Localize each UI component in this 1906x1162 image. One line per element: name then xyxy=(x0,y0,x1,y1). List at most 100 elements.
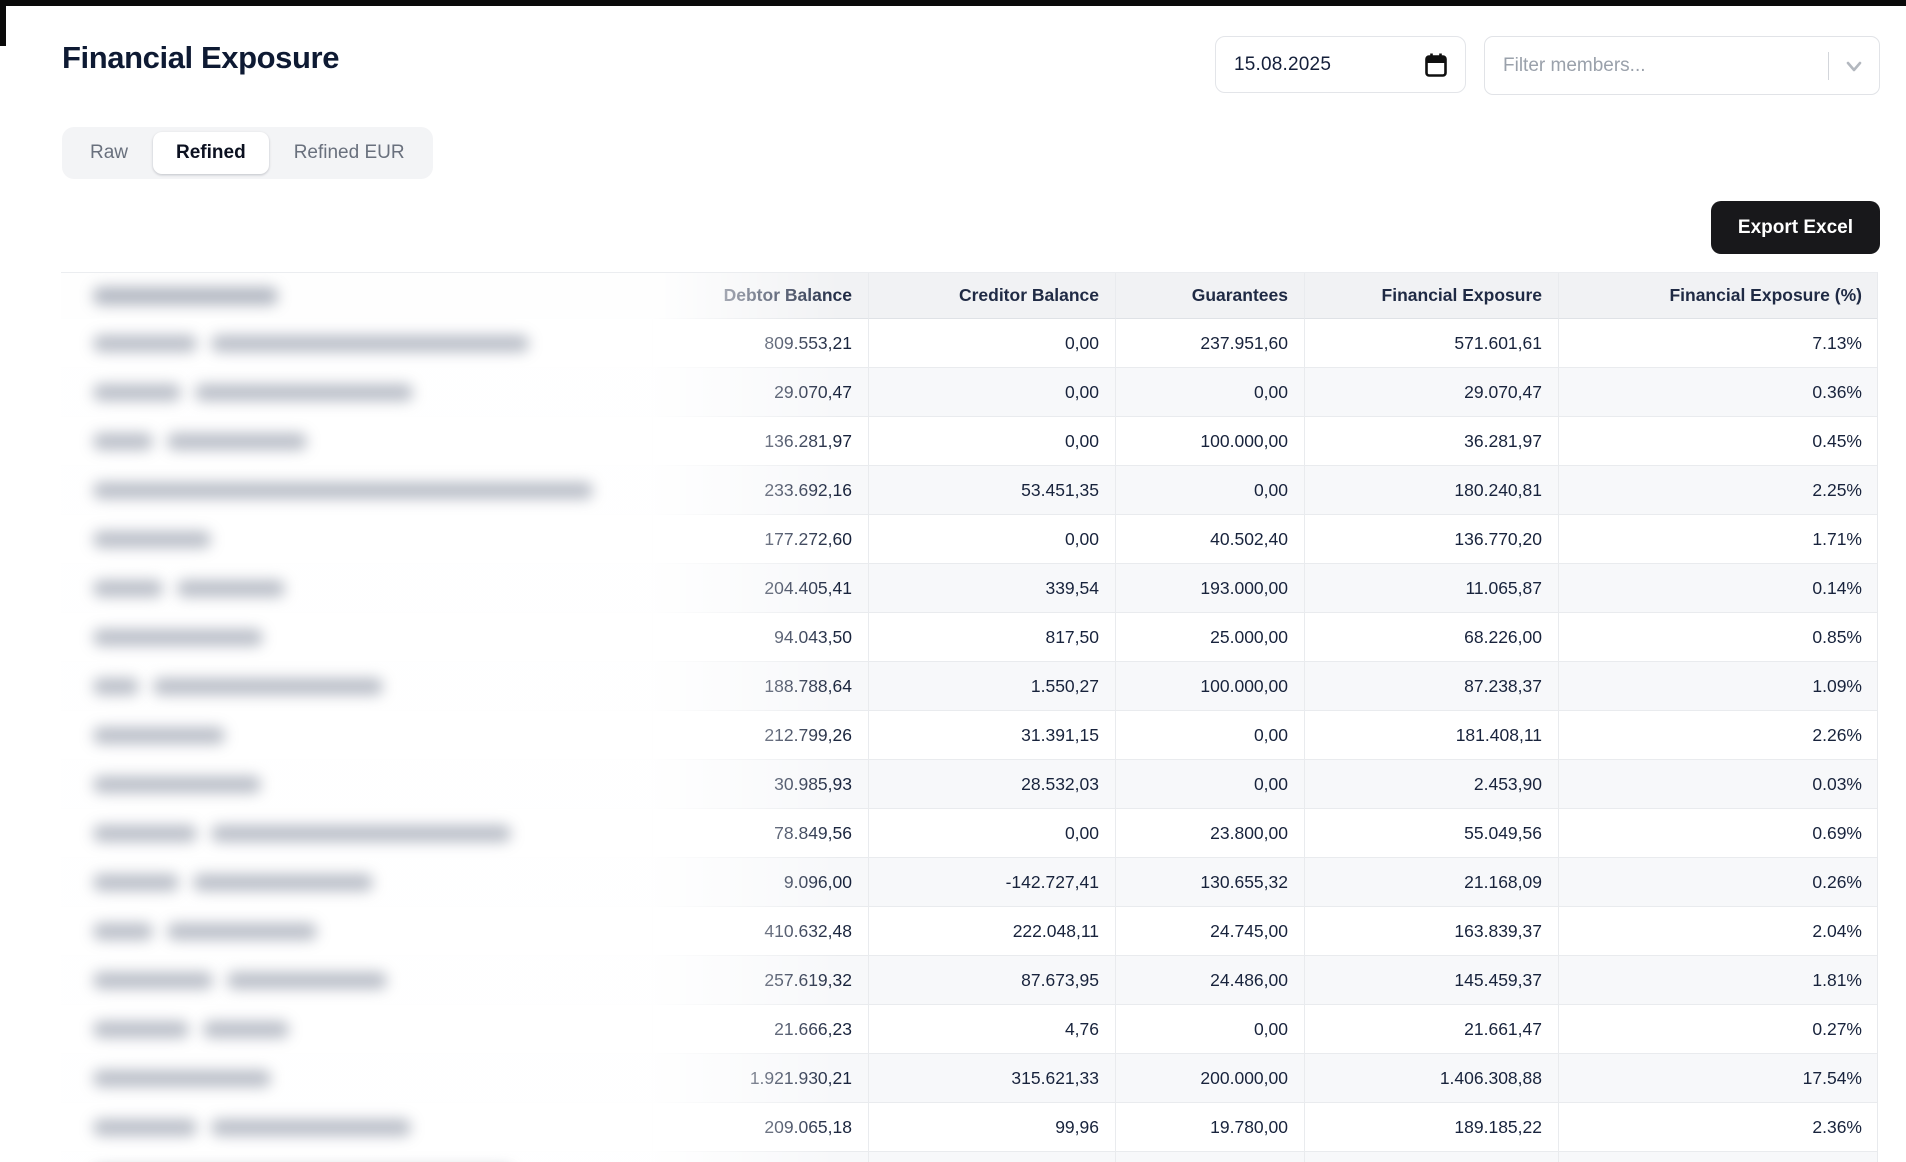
redacted-member-name xyxy=(93,286,278,305)
cell-guarantees xyxy=(1115,1152,1304,1162)
table-row: 21.666,23 4,76 0,00 21.661,47 0.27% xyxy=(61,1005,1877,1054)
tab-refined-eur[interactable]: Refined EUR xyxy=(271,132,428,174)
cell-member xyxy=(61,760,652,809)
blur-blob xyxy=(93,677,139,695)
tab-refined[interactable]: Refined xyxy=(153,132,269,174)
redacted-member-name xyxy=(93,1118,411,1136)
export-excel-button[interactable]: Export Excel xyxy=(1710,201,1880,254)
column-header-exposure_pct: Financial Exposure (%) xyxy=(1558,273,1877,319)
cell-debtor: 94.043,50 xyxy=(652,613,868,662)
column-header-exposure: Financial Exposure xyxy=(1304,273,1558,319)
blur-blob xyxy=(167,922,317,940)
table-row: 136.281,97 0,00 100.000,00 36.281,97 0.45% xyxy=(61,417,1877,466)
cell-creditor: 0,00 xyxy=(868,417,1115,466)
cell-debtor: 204.405,41 xyxy=(652,564,868,613)
cell-exposure_pct: 17.54% xyxy=(1558,1054,1877,1103)
cell-guarantees: 193.000,00 xyxy=(1115,564,1304,613)
table-row: 809.553,21 0,00 237.951,60 571.601,61 7.13% xyxy=(61,319,1877,368)
cell-guarantees: 237.951,60 xyxy=(1115,319,1304,368)
cell-exposure: 189.185,22 xyxy=(1304,1103,1558,1152)
cell-exposure: 21.168,09 xyxy=(1304,858,1558,907)
cell-debtor: 177.272,60 xyxy=(652,515,868,564)
cell-debtor: 9.096,00 xyxy=(652,858,868,907)
column-header-debtor: Debtor Balance xyxy=(652,273,868,319)
cell-guarantees: 24.745,00 xyxy=(1115,907,1304,956)
date-picker[interactable]: 15.08.2025 xyxy=(1215,36,1466,93)
table-row: 9.096,00 -142.727,41 130.655,32 21.168,09 0.… xyxy=(61,858,1877,907)
table-row: 204.405,41 339,54 193.000,00 11.065,87 0.14% xyxy=(61,564,1877,613)
blur-blob xyxy=(93,1020,189,1038)
column-header-creditor: Creditor Balance xyxy=(868,273,1115,319)
cell-exposure: 87.238,37 xyxy=(1304,662,1558,711)
cell-exposure: 36.281,97 xyxy=(1304,417,1558,466)
view-tabs: Raw Refined Refined EUR xyxy=(62,127,433,179)
cell-exposure: 180.240,81 xyxy=(1304,466,1558,515)
cell-guarantees: 25.000,00 xyxy=(1115,613,1304,662)
cell-debtor: 257.619,32 xyxy=(652,956,868,1005)
table-row: 1.921.930,21 315.621,33 200.000,00 1.406.30… xyxy=(61,1054,1877,1103)
cell-creditor: 0,00 xyxy=(868,319,1115,368)
blur-blob xyxy=(93,824,197,842)
cell-exposure: 11.065,87 xyxy=(1304,564,1558,613)
cell-debtor: 78.849,56 xyxy=(652,809,868,858)
blur-blob xyxy=(195,383,413,401)
blur-blob xyxy=(93,873,179,891)
cell-exposure: 21.661,47 xyxy=(1304,1005,1558,1054)
cell-member xyxy=(61,1103,652,1152)
cell-member xyxy=(61,1054,652,1103)
blur-blob xyxy=(93,579,163,597)
cell-creditor: 99,96 xyxy=(868,1103,1115,1152)
table-row: 78.849,56 0,00 23.800,00 55.049,56 0.69% xyxy=(61,809,1877,858)
redacted-member-name xyxy=(93,1069,271,1087)
cell-guarantees: 130.655,32 xyxy=(1115,858,1304,907)
cell-exposure: 145.459,37 xyxy=(1304,956,1558,1005)
redacted-member-name xyxy=(93,579,285,597)
cell-guarantees: 0,00 xyxy=(1115,368,1304,417)
cell-exposure: 181.408,11 xyxy=(1304,711,1558,760)
blur-blob xyxy=(203,1020,289,1038)
blur-blob xyxy=(177,579,285,597)
cell-creditor: 339,54 xyxy=(868,564,1115,613)
cell-creditor xyxy=(868,1152,1115,1162)
redacted-member-name xyxy=(93,530,211,548)
cell-exposure_pct: 0.26% xyxy=(1558,858,1877,907)
redacted-member-name xyxy=(93,334,529,352)
tab-raw[interactable]: Raw xyxy=(67,132,151,174)
blur-blob xyxy=(93,432,153,450)
blur-blob xyxy=(193,873,373,891)
member-filter-placeholder[interactable]: Filter members... xyxy=(1503,54,1646,76)
cell-member xyxy=(61,956,652,1005)
cell-debtor: 1.921.930,21 xyxy=(652,1054,868,1103)
cell-member xyxy=(61,1152,652,1162)
cell-guarantees: 40.502,40 xyxy=(1115,515,1304,564)
cell-creditor: 4,76 xyxy=(868,1005,1115,1054)
chevron-down-icon[interactable] xyxy=(1843,55,1865,77)
cell-exposure_pct: 0.27% xyxy=(1558,1005,1877,1054)
cell-creditor: 0,00 xyxy=(868,809,1115,858)
cell-creditor: 87.673,95 xyxy=(868,956,1115,1005)
cell-creditor: 222.048,11 xyxy=(868,907,1115,956)
blur-blob xyxy=(211,1118,411,1136)
cell-debtor: 209.065,18 xyxy=(652,1103,868,1152)
table-row: 94.043,50 817,50 25.000,00 68.226,00 0.85% xyxy=(61,613,1877,662)
redacted-member-name xyxy=(93,726,225,744)
redacted-member-name xyxy=(93,677,383,695)
date-value[interactable]: 15.08.2025 xyxy=(1234,53,1332,75)
cell-exposure: 136.770,20 xyxy=(1304,515,1558,564)
cell-creditor: 817,50 xyxy=(868,613,1115,662)
cell-exposure_pct: 1.81% xyxy=(1558,956,1877,1005)
blur-blob xyxy=(93,922,153,940)
cell-guarantees: 200.000,00 xyxy=(1115,1054,1304,1103)
redacted-member-name xyxy=(93,383,413,401)
cell-guarantees: 100.000,00 xyxy=(1115,662,1304,711)
cell-exposure_pct: 2.26% xyxy=(1558,711,1877,760)
cell-exposure_pct: 2.36% xyxy=(1558,1103,1877,1152)
blur-blob xyxy=(93,334,197,352)
member-filter-select[interactable]: Filter members... xyxy=(1484,36,1880,95)
cell-member xyxy=(61,466,652,515)
calendar-icon[interactable] xyxy=(1425,53,1447,77)
cell-creditor: -142.727,41 xyxy=(868,858,1115,907)
cell-member xyxy=(61,858,652,907)
cell-creditor: 31.391,15 xyxy=(868,711,1115,760)
redacted-member-name xyxy=(93,1020,289,1038)
